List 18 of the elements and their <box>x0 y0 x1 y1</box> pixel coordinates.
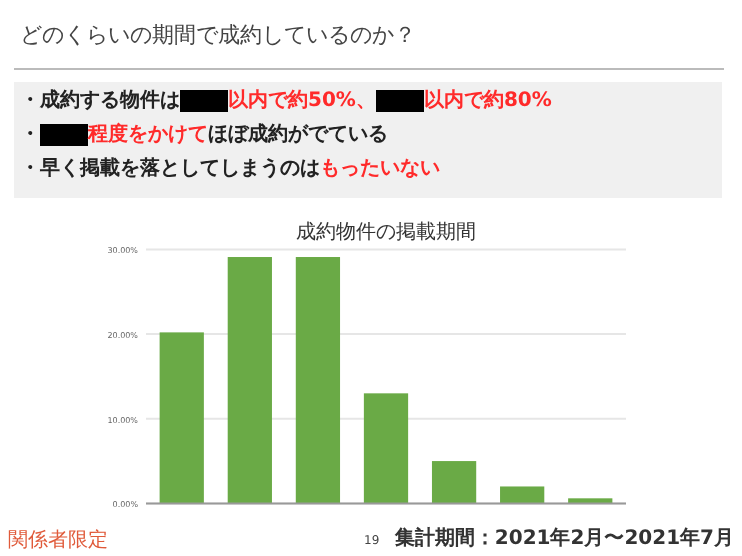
chart-title: 成約物件の掲載期間 <box>296 220 476 244</box>
text: ・成約する物件は <box>20 90 180 113</box>
chart-subtitle: どのくらいの期間で成約しているのか？ <box>20 20 416 50</box>
text: 以内で約80% <box>423 90 552 113</box>
text: ・ <box>20 124 40 147</box>
text: 集計期間：2021年2月〜2021年7月 <box>394 525 734 552</box>
text: ほぼ成約がでている <box>208 124 388 147</box>
text: ・早く掲載を落としてしまうのは <box>20 158 320 180</box>
bar <box>431 461 477 504</box>
bar <box>500 486 545 504</box>
text: 程度をかけて <box>88 124 208 147</box>
bar <box>295 257 341 504</box>
text: もったいない <box>320 158 440 180</box>
text: 関係者限定 <box>8 527 108 554</box>
text: 以内で約50%、 <box>228 90 376 113</box>
bar <box>363 393 409 504</box>
bar <box>159 332 204 504</box>
bar <box>227 257 272 504</box>
